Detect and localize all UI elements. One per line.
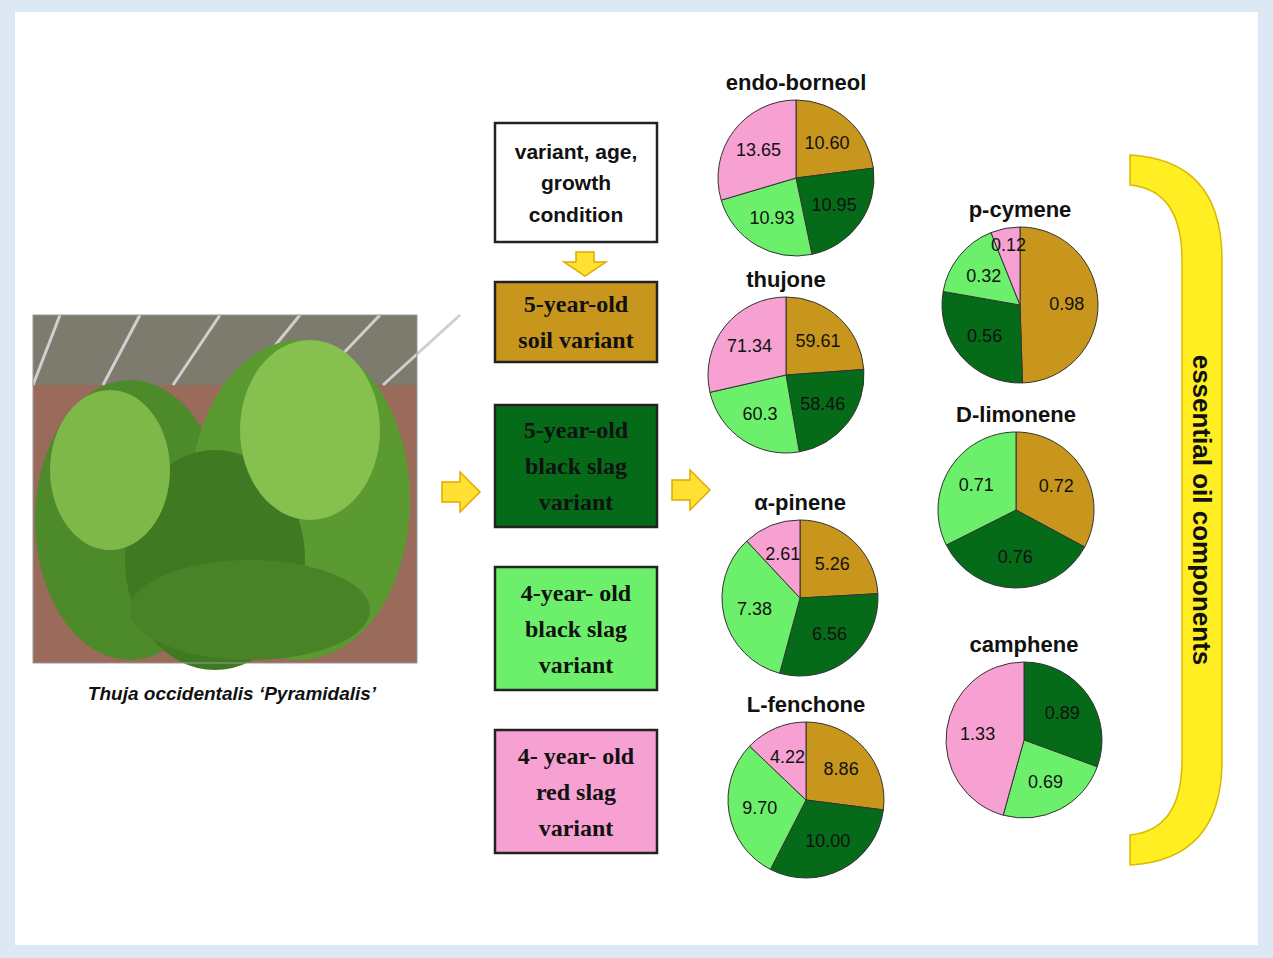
svg-text:60.3: 60.3	[743, 404, 778, 424]
svg-text:variant: variant	[539, 489, 614, 515]
svg-text:4-year- old: 4-year- old	[521, 580, 632, 606]
svg-text:71.34: 71.34	[727, 336, 772, 356]
svg-text:0.12: 0.12	[991, 235, 1026, 255]
svg-text:soil variant: soil variant	[518, 327, 633, 353]
svg-text:0.69: 0.69	[1028, 772, 1063, 792]
svg-text:5-year-old: 5-year-old	[524, 417, 629, 443]
svg-text:condition: condition	[529, 203, 623, 226]
svg-text:10.93: 10.93	[749, 208, 794, 228]
svg-text:10.00: 10.00	[805, 831, 850, 851]
svg-text:7.38: 7.38	[737, 599, 772, 619]
svg-text:0.98: 0.98	[1049, 294, 1084, 314]
svg-text:0.72: 0.72	[1039, 476, 1074, 496]
svg-text:black slag: black slag	[525, 453, 627, 479]
svg-text:0.76: 0.76	[998, 547, 1033, 567]
svg-text:α-pinene: α-pinene	[754, 490, 846, 515]
svg-text:10.95: 10.95	[812, 195, 857, 215]
svg-text:0.32: 0.32	[966, 265, 1001, 285]
svg-text:Thuja occidentalis ‘Pyramidali: Thuja occidentalis ‘Pyramidalis’	[88, 683, 377, 704]
svg-text:0.56: 0.56	[967, 326, 1002, 346]
svg-text:variant: variant	[539, 815, 614, 841]
svg-text:camphene: camphene	[970, 632, 1079, 657]
svg-text:2.61: 2.61	[765, 544, 800, 564]
svg-text:variant, age,: variant, age,	[515, 140, 638, 163]
svg-text:variant: variant	[539, 652, 614, 678]
svg-text:black slag: black slag	[525, 616, 627, 642]
svg-text:5.26: 5.26	[815, 554, 850, 574]
svg-text:D-limonene: D-limonene	[956, 402, 1076, 427]
svg-text:58.46: 58.46	[800, 394, 845, 414]
svg-text:10.60: 10.60	[804, 133, 849, 153]
svg-text:13.65: 13.65	[736, 140, 781, 160]
svg-text:endo-borneol: endo-borneol	[726, 70, 867, 95]
svg-text:1.33: 1.33	[960, 724, 995, 744]
svg-text:9.70: 9.70	[742, 798, 777, 818]
svg-text:p-cymene: p-cymene	[969, 197, 1072, 222]
svg-text:59.61: 59.61	[795, 331, 840, 351]
svg-text:essential oil components: essential oil components	[1187, 355, 1217, 666]
svg-text:4- year- old: 4- year- old	[518, 743, 635, 769]
svg-text:0.71: 0.71	[959, 475, 994, 495]
svg-text:8.86: 8.86	[824, 759, 859, 779]
svg-text:5-year-old: 5-year-old	[524, 291, 629, 317]
svg-text:growth: growth	[541, 171, 611, 194]
svg-text:0.89: 0.89	[1045, 703, 1080, 723]
svg-text:L-fenchone: L-fenchone	[747, 692, 866, 717]
svg-text:4.22: 4.22	[770, 747, 805, 767]
svg-text:thujone: thujone	[746, 267, 825, 292]
svg-text:6.56: 6.56	[812, 624, 847, 644]
svg-text:red slag: red slag	[536, 779, 616, 805]
